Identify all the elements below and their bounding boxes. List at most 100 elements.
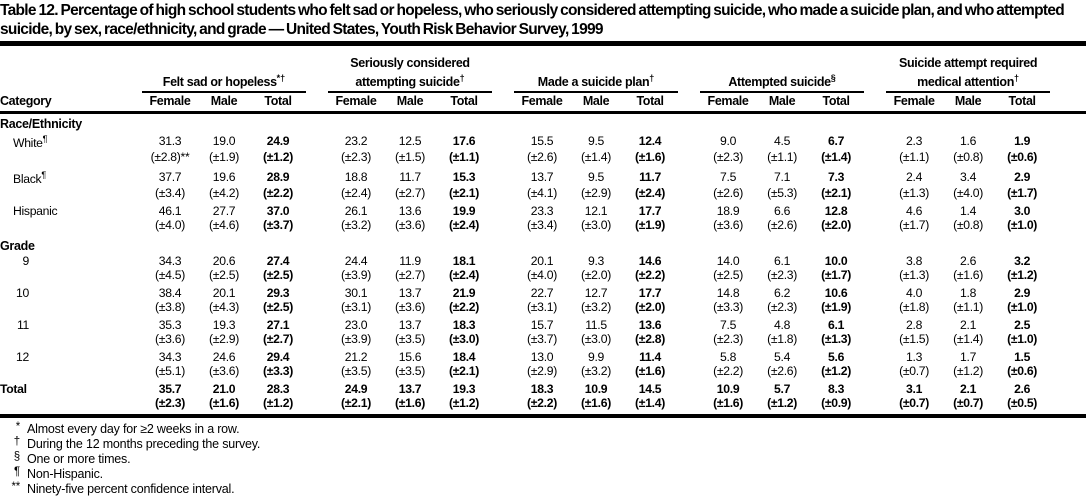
ci-row-12: (±5.1) (±3.6) (±3.3) (±3.5) (±3.5) (±2.1) (±2.… [0, 364, 1086, 382]
group-spacer [678, 318, 700, 332]
value-cell: 9.9 [587, 350, 605, 365]
ci-cell: (±3.1) [527, 300, 557, 315]
table-row-11: 11 35.3 19.3 27.1 23.0 13.7 18.3 15.7 11.5 13.6 7.… [0, 318, 1086, 332]
group-spacer [306, 332, 328, 350]
ci-cell: (±3.6) [395, 300, 425, 315]
footnote-text: Ninety-five percent confidence interval. [27, 482, 235, 497]
group-spacer [120, 46, 142, 92]
group-spacer [120, 150, 142, 168]
group-spacer [306, 150, 328, 168]
ci-cell: (±2.3) [155, 396, 185, 411]
ci-cell: (±4.0) [155, 218, 185, 233]
value-cell: 37.7 [158, 170, 182, 185]
table-row-9: 9 34.3 20.6 27.4 24.4 11.9 18.1 20.1 9.3 14.6 14.0… [0, 254, 1086, 268]
group-spacer [306, 350, 328, 364]
ci-cell: (±1.1) [767, 150, 798, 165]
group-header-suicide-attempt-required-medical-attention: Suicide attempt required medical attenti… [886, 46, 1051, 94]
group-spacer [678, 396, 700, 414]
value-cell: 3.1 [906, 382, 923, 397]
ci-cell: (±2.7) [395, 268, 425, 283]
tail-spacer [1050, 382, 1086, 396]
group-spacer [306, 186, 328, 204]
value-cell: 15.7 [530, 318, 554, 333]
value-cell: 13.6 [398, 204, 422, 219]
footnote: ¶ Non-Hispanic. [0, 466, 1086, 482]
group-spacer [678, 150, 700, 168]
ci-cell: (±1.8) [767, 332, 798, 347]
group-spacer [120, 186, 142, 204]
table-row-total: Total 35.7 21.0 28.3 24.9 13.7 19.3 18.3 10.9 14.… [0, 382, 1086, 396]
value-cell: 13.7 [530, 170, 554, 185]
group-spacer [678, 364, 700, 382]
value-cell: 23.3 [530, 204, 554, 219]
value-cell: 4.0 [906, 286, 923, 301]
value-cell: 1.5 [1014, 350, 1031, 365]
value-cell: 9.5 [587, 170, 605, 185]
group-spacer [678, 204, 700, 218]
tail-spacer [1050, 364, 1086, 382]
ci-cell: (±1.2) [263, 150, 293, 165]
col-header-felt-sad-or-hopeless-total: Total [250, 92, 306, 115]
group-spacer [492, 132, 514, 150]
group-spacer [306, 268, 328, 286]
group-spacer [864, 168, 886, 186]
value-cell: 19.3 [212, 318, 236, 333]
group-spacer [120, 332, 142, 350]
col-header-suicide-attempt-required-medical-attention-total: Total [994, 92, 1051, 115]
group-spacer [678, 46, 700, 92]
ci-row-white: (±2.8)** (±1.9) (±1.2) (±2.3) (±1.5) (±1.1) (±… [0, 150, 1086, 168]
ci-cell: (±1.2) [767, 396, 798, 411]
value-cell: 3.2 [1014, 254, 1031, 269]
row-label-empty [0, 364, 120, 382]
value-cell: 24.9 [266, 134, 290, 149]
col-header-seriously-considered-attempting-suicide-male: Male [384, 92, 436, 115]
group-spacer [678, 350, 700, 364]
ci-cell: (±1.2) [449, 396, 479, 411]
value-cell: 5.7 [774, 382, 791, 397]
ci-cell: (±1.8) [899, 300, 930, 315]
row-label-number: 12 [16, 350, 29, 365]
value-cell: 1.3 [906, 350, 923, 365]
ci-cell: (±3.5) [395, 364, 425, 379]
tail-spacer [1050, 300, 1086, 318]
value-cell: 12.4 [638, 134, 662, 149]
value-cell: 13.0 [530, 350, 554, 365]
ci-cell: (±2.9) [581, 186, 611, 201]
group-spacer [678, 218, 700, 236]
value-cell: 34.3 [158, 254, 182, 269]
value-cell: 12.5 [398, 134, 422, 149]
group-spacer [678, 286, 700, 300]
row-label-empty [0, 300, 120, 318]
tail-spacer [1050, 168, 1086, 186]
ci-cell: (±1.3) [899, 268, 930, 283]
ci-cell: (±2.2) [713, 364, 744, 379]
group-spacer [492, 396, 514, 414]
group-spacer [864, 132, 886, 150]
group-spacer [864, 254, 886, 268]
value-cell: 23.2 [344, 134, 368, 149]
ci-cell: (±1.2) [953, 364, 984, 379]
footnote-text: Non-Hispanic. [27, 467, 103, 482]
group-spacer [306, 396, 328, 414]
ci-cell: (±2.4) [635, 186, 665, 201]
footnote-marker: * [15, 421, 20, 434]
ci-cell: (±2.0) [581, 268, 611, 283]
value-cell: 13.7 [398, 382, 422, 397]
table-body: Race/Ethnicity White¶ 31.3 19.0 24.9 23.2 12.5… [0, 113, 1086, 415]
tail-spacer [1050, 350, 1086, 364]
value-cell: 15.3 [452, 170, 476, 185]
value-cell: 5.4 [774, 350, 791, 365]
value-cell: 7.3 [828, 170, 845, 185]
group-spacer [678, 254, 700, 268]
ci-cell: (±1.9) [821, 300, 852, 315]
value-cell: 21.2 [344, 350, 368, 365]
ci-cell: (±3.0) [581, 332, 611, 347]
footnote: ** Ninety-five percent confidence interva… [0, 481, 1086, 497]
value-cell: 20.6 [212, 254, 236, 269]
value-cell: 2.8 [906, 318, 923, 333]
ci-cell: (±4.2) [209, 186, 239, 201]
value-cell: 24.4 [344, 254, 368, 269]
group-spacer [864, 396, 886, 414]
ci-cell: (±1.6) [635, 364, 665, 379]
ci-cell: (±1.1) [953, 300, 984, 315]
